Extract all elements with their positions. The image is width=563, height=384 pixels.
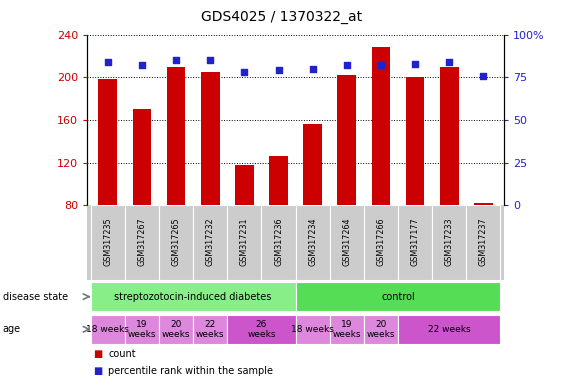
Text: 26
weeks: 26 weeks [247, 319, 276, 339]
Text: GDS4025 / 1370322_at: GDS4025 / 1370322_at [201, 10, 362, 23]
Text: ■: ■ [93, 349, 102, 359]
Bar [125, 314, 159, 344]
Text: age: age [3, 324, 21, 334]
Text: 20
weeks: 20 weeks [162, 319, 190, 339]
Text: ■: ■ [93, 366, 102, 376]
Bar [125, 205, 159, 280]
Text: control: control [381, 291, 415, 302]
Point [274, 67, 283, 73]
Bar [227, 314, 296, 344]
Text: streptozotocin-induced diabetes: streptozotocin-induced diabetes [114, 291, 272, 302]
Bar [398, 205, 432, 280]
Text: GSM317233: GSM317233 [445, 217, 454, 266]
Point [103, 59, 112, 65]
Bar [372, 47, 390, 205]
Bar [201, 72, 220, 205]
Text: disease state: disease state [3, 291, 68, 302]
Bar [227, 205, 261, 280]
Point [445, 59, 454, 65]
Bar [91, 282, 296, 311]
Point [137, 62, 146, 68]
Bar [364, 205, 398, 280]
Bar [193, 205, 227, 280]
Point [308, 66, 317, 72]
Bar [432, 205, 466, 280]
Text: GSM317177: GSM317177 [410, 217, 419, 266]
Bar [440, 66, 459, 205]
Bar [91, 205, 125, 280]
Text: percentile rank within the sample: percentile rank within the sample [108, 366, 273, 376]
Text: GSM317237: GSM317237 [479, 217, 488, 266]
Bar [159, 314, 193, 344]
Bar [193, 314, 227, 344]
Bar [406, 77, 425, 205]
Bar [303, 124, 322, 205]
Bar [296, 282, 501, 311]
Text: 19
weeks: 19 weeks [333, 319, 361, 339]
Bar [91, 314, 125, 344]
Text: GSM317231: GSM317231 [240, 217, 249, 266]
Text: GSM317266: GSM317266 [377, 217, 386, 266]
Point [410, 61, 419, 67]
Bar [466, 205, 501, 280]
Bar [330, 314, 364, 344]
Text: 19
weeks: 19 weeks [128, 319, 156, 339]
Point [240, 69, 249, 75]
Bar [132, 109, 151, 205]
Bar [167, 66, 185, 205]
Text: GSM317235: GSM317235 [103, 217, 112, 266]
Bar [159, 205, 193, 280]
Point [342, 62, 351, 68]
Text: 22
weeks: 22 weeks [196, 319, 225, 339]
Text: 22 weeks: 22 weeks [428, 325, 471, 334]
Text: GSM317267: GSM317267 [137, 217, 146, 266]
Bar [474, 203, 493, 205]
Bar [235, 165, 254, 205]
Text: count: count [108, 349, 136, 359]
Bar [269, 156, 288, 205]
Bar [296, 205, 330, 280]
Text: GSM317236: GSM317236 [274, 217, 283, 266]
Bar [296, 314, 330, 344]
Bar [99, 79, 117, 205]
Text: GSM317264: GSM317264 [342, 217, 351, 266]
Point [377, 62, 386, 68]
Point [172, 57, 181, 63]
Point [479, 73, 488, 79]
Bar [261, 205, 296, 280]
Point [205, 57, 215, 63]
Text: 18 weeks: 18 weeks [86, 325, 129, 334]
Text: GSM317265: GSM317265 [172, 217, 181, 266]
Text: GSM317232: GSM317232 [205, 217, 215, 266]
Text: GSM317234: GSM317234 [308, 217, 317, 266]
Bar [337, 75, 356, 205]
Bar [398, 314, 501, 344]
Text: 18 weeks: 18 weeks [291, 325, 334, 334]
Text: 20
weeks: 20 weeks [367, 319, 395, 339]
Bar [364, 314, 398, 344]
Bar [330, 205, 364, 280]
